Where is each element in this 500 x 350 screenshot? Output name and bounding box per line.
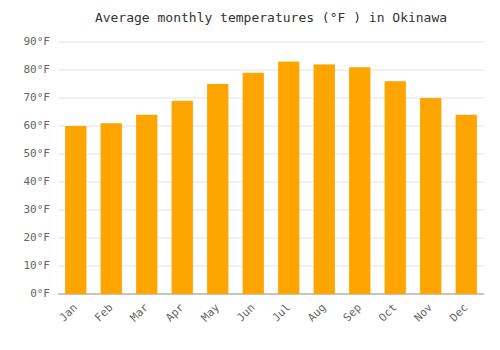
y-tick-label: 30°F — [24, 203, 51, 216]
x-tick-label: Sep — [341, 301, 364, 324]
y-tick-label: 70°F — [24, 91, 51, 104]
y-tick-label: 50°F — [24, 147, 51, 160]
y-tick-label: 10°F — [24, 259, 51, 272]
x-tick-label: Feb — [92, 301, 115, 324]
y-axis: 0°F 10°F 20°F 30°F 40°F 50°F 60°F 70°F 80°F 90°F — [24, 35, 51, 300]
x-tick-label: Apr — [163, 301, 187, 325]
y-tick-label: 90°F — [24, 35, 51, 48]
bar — [314, 64, 335, 294]
y-tick-label: 20°F — [24, 231, 51, 244]
bar — [65, 126, 86, 294]
x-tick-label: Jan — [57, 301, 80, 324]
chart: 0°F 10°F 20°F 30°F 40°F 50°F 60°F 70°F 80°F 90°F J… — [0, 0, 500, 350]
y-tick-label: 80°F — [24, 63, 51, 76]
bar — [207, 84, 228, 294]
x-tick-label: Aug — [305, 301, 328, 324]
y-tick-label: 60°F — [24, 119, 51, 132]
x-tick-label: Mar — [128, 301, 152, 325]
bar — [456, 115, 477, 294]
bar — [349, 67, 370, 294]
bar — [420, 98, 441, 294]
bar — [172, 101, 193, 294]
bar — [243, 73, 264, 294]
bar — [101, 123, 122, 294]
y-tick-label: 0°F — [30, 287, 50, 300]
chart-container: 0°F 10°F 20°F 30°F 40°F 50°F 60°F 70°F 80°F 90°F J… — [0, 0, 500, 350]
x-tick-label: Jul — [270, 301, 293, 324]
x-tick-label: Oct — [376, 301, 399, 324]
x-tick-label: Jun — [234, 301, 257, 324]
x-tick-label: Nov — [412, 301, 436, 325]
bars — [65, 62, 477, 294]
bar — [136, 115, 157, 294]
x-tick-label: Dec — [447, 301, 470, 324]
y-grid — [58, 42, 484, 294]
bar — [278, 62, 299, 294]
title: Average monthly temperatures (°F ) in Ok… — [95, 10, 447, 25]
y-tick-label: 40°F — [24, 175, 51, 188]
grid-line — [58, 70, 484, 71]
bar — [385, 81, 406, 294]
x-tick-label: May — [199, 301, 223, 325]
x-axis: Jan Feb Mar Apr May Jun Jul Aug Sep Oct Nov Dec — [57, 301, 471, 325]
grid-line — [58, 42, 484, 43]
